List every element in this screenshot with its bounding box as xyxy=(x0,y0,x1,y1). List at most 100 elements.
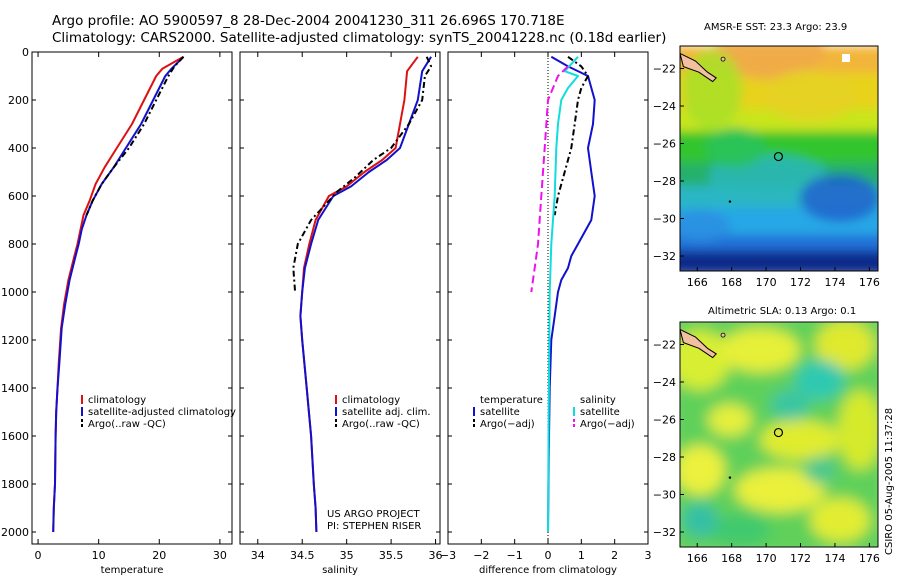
sst-gradient xyxy=(680,46,878,271)
sst-lat-label: −32 xyxy=(653,250,676,263)
sst-lat-label: −26 xyxy=(653,138,676,151)
difference-legend-label: satellite xyxy=(580,407,620,418)
difference-xtick-label: −1 xyxy=(507,549,523,562)
sla-patch xyxy=(760,420,840,460)
project-annotation: US ARGO PROJECT xyxy=(327,509,421,520)
sla-patch xyxy=(710,514,770,546)
difference-series-3 xyxy=(530,65,569,293)
sla-patch xyxy=(770,389,810,421)
salinity-xtick-label: 35.5 xyxy=(379,549,404,562)
depth-tick-label: 1400 xyxy=(1,382,29,395)
temperature-series-2 xyxy=(85,56,185,216)
temperature-xlabel: temperature xyxy=(101,565,164,576)
island-landmass xyxy=(680,328,717,359)
difference-legend-label: temperature xyxy=(480,395,543,406)
project-annotation: PI: STEPHEN RISER xyxy=(327,521,421,532)
difference-series-2 xyxy=(547,56,579,533)
difference-legend-label: Argo(−adj) xyxy=(580,419,635,430)
sst-patch xyxy=(764,70,856,122)
difference-xtick-label: −2 xyxy=(473,549,489,562)
temperature-legend-label: Argo(..raw -QC) xyxy=(88,419,166,430)
sst-lon-label: 170 xyxy=(756,276,777,289)
sst-missing-cell xyxy=(842,54,850,62)
difference-xtick-label: 2 xyxy=(611,549,618,562)
sst-lat-label: −28 xyxy=(653,175,676,188)
sla-patch xyxy=(680,445,725,495)
sst-patch xyxy=(800,174,878,222)
difference-xtick-label: 0 xyxy=(545,549,552,562)
sla-lon-label: 176 xyxy=(859,552,880,565)
sla-map: 166 168 170 172 174 176 −22 −24 −26 −28 −30 −32 xyxy=(653,321,880,565)
salinity-legend-label: climatology xyxy=(342,395,400,406)
temperature-legend-label: climatology xyxy=(88,395,146,406)
depth-tick-label: 2000 xyxy=(1,526,29,539)
argo-position-marker xyxy=(773,151,784,162)
sla-lat-label: −24 xyxy=(653,376,676,389)
sla-lat-label: −30 xyxy=(653,489,676,502)
sst-lon-label: 172 xyxy=(790,276,811,289)
depth-tick-label: 800 xyxy=(8,238,29,251)
sst-lon-label: 176 xyxy=(859,276,880,289)
sla-lon-label: 172 xyxy=(790,552,811,565)
sst-band xyxy=(680,250,878,271)
temperature-series-1 xyxy=(52,56,185,533)
sla-lat-label: −32 xyxy=(653,526,676,539)
salinity-xtick-label: 35 xyxy=(340,549,354,562)
sla-patch xyxy=(795,360,845,400)
depth-tick-label: 200 xyxy=(8,94,29,107)
temperature-xtick-label: 0 xyxy=(35,549,42,562)
profile-title: Argo profile: AO 5900597_8 28-Dec-2004 2… xyxy=(52,13,565,29)
argo-position-marker xyxy=(773,427,784,438)
salinity-frame xyxy=(239,51,441,545)
temperature-series-0 xyxy=(52,55,184,533)
depth-tick-label: 600 xyxy=(8,190,29,203)
sst-lat-label: −24 xyxy=(653,100,676,113)
salinity-xlabel: salinity xyxy=(322,565,358,576)
salinity-legend-label: Argo(..raw -QC) xyxy=(342,419,420,430)
sla-patch xyxy=(720,328,800,372)
salinity-xtick-label: 36 xyxy=(429,549,443,562)
panel-salinity: 34 34.5 35 35.5 36 salinity climatologysatelli… xyxy=(239,51,443,576)
temperature-xtick-label: 20 xyxy=(152,549,166,562)
norfolk-island-dot xyxy=(728,476,732,479)
difference-xtick-label: 3 xyxy=(645,549,652,562)
sst-lon-label: 166 xyxy=(687,276,708,289)
difference-xtick-label: 1 xyxy=(578,549,585,562)
salinity-legend-label: satellite adj. clim. xyxy=(342,407,431,418)
island-landmass xyxy=(680,52,717,83)
salinity-series-1 xyxy=(299,56,432,533)
depth-tick-label: 1600 xyxy=(1,430,29,443)
sla-gradient xyxy=(680,322,878,547)
difference-legend-label: Argo(−adj) xyxy=(480,419,535,430)
sla-patch xyxy=(708,404,752,436)
depth-tick-label: 0 xyxy=(22,46,29,59)
difference-legend-label: salinity xyxy=(580,395,616,406)
sst-map: 166 168 170 172 174 176 −22 −24 −26 −28 −30 −32 xyxy=(653,45,880,289)
sst-lon-label: 168 xyxy=(721,276,742,289)
sst-patch xyxy=(680,210,730,242)
temperature-xtick-label: 10 xyxy=(92,549,106,562)
difference-series-0 xyxy=(547,55,596,533)
sla-patch xyxy=(680,330,730,390)
panel-difference: −3 −2 −1 0 1 2 3 difference from climatology tem… xyxy=(440,51,652,576)
difference-series-1 xyxy=(553,55,589,216)
sst-field xyxy=(680,46,878,271)
depth-tick-label: 400 xyxy=(8,142,29,155)
sla-patch xyxy=(735,468,825,512)
sst-lat-label: −22 xyxy=(653,63,676,76)
sla-lon-label: 170 xyxy=(756,552,777,565)
sla-patch xyxy=(804,456,836,484)
sst-map-title: AMSR-E SST: 23.3 Argo: 23.9 xyxy=(704,22,848,33)
islet-landmass xyxy=(720,332,726,338)
salinity-xtick-label: 34.5 xyxy=(290,549,315,562)
sla-patch xyxy=(815,322,875,370)
sla-patch xyxy=(682,502,718,538)
difference-xtick-label: −3 xyxy=(440,549,456,562)
depth-tick-label: 1800 xyxy=(1,478,29,491)
salinity-series-2 xyxy=(292,56,433,293)
sla-map-title: Altimetric SLA: 0.13 Argo: 0.1 xyxy=(708,306,857,317)
climatology-subtitle: Climatology: CARS2000. Satellite-adjuste… xyxy=(52,30,667,46)
salinity-xtick-label: 34 xyxy=(251,549,265,562)
difference-xlabel: difference from climatology xyxy=(479,565,617,576)
